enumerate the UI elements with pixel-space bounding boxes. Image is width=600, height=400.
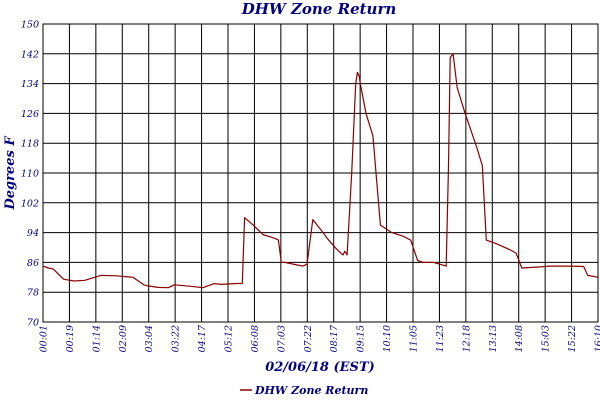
- x-tick-label: 11:23: [435, 325, 446, 352]
- y-tick-label: 134: [21, 79, 39, 90]
- x-tick-label: 03:22: [171, 325, 182, 352]
- x-axis-label: 02/06/18 (EST): [265, 360, 375, 375]
- x-tick-label: 05:12: [224, 325, 235, 352]
- y-tick-label: 78: [27, 288, 39, 299]
- x-tick-label: 00:01: [39, 325, 50, 352]
- x-tick-labels: 00:01 00:19 01:14 02:09 03:04 03:22 04:17 05:12…: [39, 324, 600, 352]
- y-tick-label: 70: [27, 318, 39, 329]
- x-tick-label: 00:19: [65, 325, 76, 352]
- y-tick-labels: 70 78 86 94 102 110 118 126 134 142 150: [21, 20, 39, 329]
- y-tick-label: 126: [21, 109, 39, 120]
- plot-frame: [42, 23, 599, 323]
- x-tick-label: 03:04: [144, 325, 155, 352]
- legend: DHW Zone Return: [240, 384, 368, 397]
- x-tick-label: 06:08: [250, 325, 261, 352]
- y-tick-label: 142: [21, 49, 39, 60]
- x-tick-label: 15:22: [567, 325, 578, 352]
- y-tick-label: 102: [21, 198, 39, 209]
- x-tick-label: 10:10: [382, 325, 393, 352]
- legend-entry: DHW Zone Return: [254, 384, 368, 397]
- y-tick-label: 150: [21, 20, 39, 31]
- x-tick-label: 15:03: [541, 325, 552, 352]
- x-tick-label: 14:08: [514, 325, 525, 352]
- x-tick-label: 09:15: [356, 325, 367, 352]
- y-axis-label: Degrees F: [3, 136, 18, 211]
- series-layer: [42, 53, 599, 289]
- x-tick-label: 02:09: [118, 325, 129, 352]
- x-tick-label: 12:18: [461, 325, 472, 352]
- x-tick-label: 08:17: [329, 324, 340, 352]
- series-line-dhw-zone-return: [42, 53, 599, 289]
- x-tick-label: 01:14: [91, 325, 102, 352]
- x-tick-label: 07:03: [276, 325, 287, 352]
- x-tick-label: 11:05: [409, 325, 420, 352]
- y-tick-label: 86: [27, 258, 39, 269]
- y-tick-label: 118: [21, 139, 39, 150]
- x-tick-label: 07:22: [303, 325, 314, 352]
- y-tick-label: 110: [21, 169, 39, 180]
- y-tick-label: 94: [27, 228, 39, 239]
- x-tick-label: 16:10: [594, 325, 600, 352]
- x-tick-label: 04:17: [197, 324, 208, 352]
- chart-title: DHW Zone Return: [241, 0, 397, 18]
- x-tick-label: 13:13: [488, 325, 499, 352]
